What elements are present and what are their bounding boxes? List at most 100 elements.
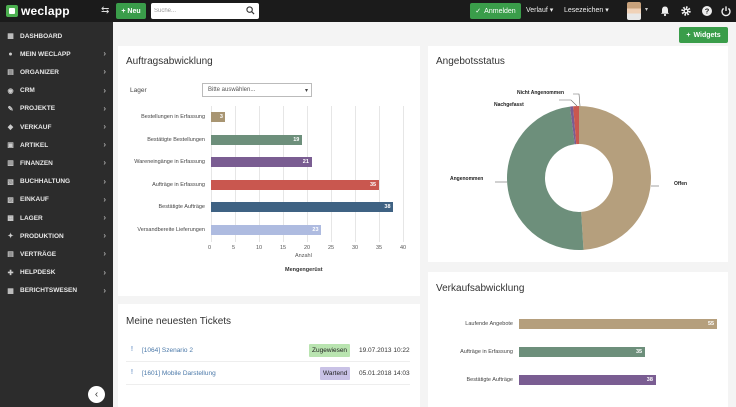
ticket-link[interactable]: [1601] Mobile Darstellung xyxy=(142,370,216,377)
category-label: Wareneingänge in Erfassung xyxy=(134,159,205,165)
chevron-down-icon: ▾ xyxy=(605,7,609,14)
x-tick-label: 40 xyxy=(400,245,407,251)
lager-label: Lager xyxy=(130,87,147,94)
gridline xyxy=(331,106,332,242)
logo-mark-icon xyxy=(6,5,18,17)
avatar[interactable] xyxy=(627,2,641,20)
ticket-link[interactable]: [1064] Szenario 2 xyxy=(142,347,193,354)
sidebar-item-crm[interactable]: ◉ CRM › xyxy=(0,83,113,99)
sidebar-item-label: LAGER xyxy=(20,214,43,222)
x-tick-label: 20 xyxy=(304,245,311,251)
add-widgets-button[interactable]: + Widgets xyxy=(679,27,728,43)
sidebar-item-produktion[interactable]: ✦ PRODUKTION › xyxy=(0,228,113,244)
sidebar-item-label: ARTIKEL xyxy=(20,141,49,149)
power-icon[interactable] xyxy=(720,5,732,17)
bar xyxy=(519,319,717,329)
gridline xyxy=(355,106,356,242)
gridline xyxy=(235,106,236,242)
svg-text:?: ? xyxy=(705,7,710,16)
sidebar-item-dashboard[interactable]: ▦ DASHBOARD xyxy=(0,28,113,44)
search-box xyxy=(151,3,259,19)
bar xyxy=(519,347,645,357)
sidebar: ▦ DASHBOARD ● MEIN WECLAPP › ▤ ORGANIZER › ◉ CRM ›… xyxy=(0,22,113,407)
tickets-title: Meine neuesten Tickets xyxy=(126,316,232,327)
gear-icon[interactable] xyxy=(680,5,692,17)
bar-value-label: 35 xyxy=(370,181,377,188)
crm-icon: ◉ xyxy=(7,87,14,95)
sidebar-item-label: MEIN WECLAPP xyxy=(20,50,71,58)
gridline xyxy=(403,106,404,242)
sidebar-item-artikel[interactable]: ▣ ARTIKEL › xyxy=(0,137,113,153)
sidebar-item-label: EINKAUF xyxy=(20,196,49,204)
helpdesk-icon: ✚ xyxy=(7,269,14,277)
x-axis-label: Anzahl xyxy=(295,253,312,259)
contract-icon: ▤ xyxy=(7,251,14,259)
search-input[interactable] xyxy=(154,5,242,17)
ticket-date: 19.07.2013 10:22 xyxy=(359,347,410,354)
sidebar-item-einkauf[interactable]: ▨ EINKAUF › xyxy=(0,192,113,208)
bar-value-label: 23 xyxy=(312,226,319,233)
lager-select[interactable]: Bitte auswählen... ▾ xyxy=(202,83,312,97)
top-bar: weclapp ⇆ + Neu ✓ Anmelden Verlauf ▾ Les… xyxy=(0,0,736,22)
chevron-right-icon: › xyxy=(103,267,106,277)
priority-icon: ! xyxy=(131,369,133,376)
search-icon[interactable] xyxy=(246,6,255,15)
check-icon: ✓ xyxy=(475,8,482,15)
sidebar-item-buchhaltung[interactable]: ▧ BUCHHALTUNG › xyxy=(0,174,113,190)
chevron-right-icon: › xyxy=(103,85,106,95)
ticket-row: ! [1601] Mobile Darstellung Wartend 05.01.2… xyxy=(126,363,410,385)
dashboard-icon: ▦ xyxy=(7,33,14,40)
chevron-right-icon: › xyxy=(103,176,106,186)
sidebar-toggle-icon[interactable]: ⇆ xyxy=(101,5,110,16)
sidebar-item-mein-weclapp[interactable]: ● MEIN WECLAPP › xyxy=(0,46,113,62)
sidebar-item-label: FINANZEN xyxy=(20,159,53,167)
sidebar-item-organizer[interactable]: ▤ ORGANIZER › xyxy=(0,64,113,80)
pie-slice-nicht-angenommen xyxy=(573,106,579,145)
gridline xyxy=(259,106,260,242)
bar xyxy=(211,179,379,190)
angebotsstatus-title: Angebotsstatus xyxy=(436,56,505,67)
bar xyxy=(211,157,312,167)
sidebar-item-helpdesk[interactable]: ✚ HELPDESK › xyxy=(0,265,113,281)
history-menu[interactable]: Verlauf ▾ xyxy=(526,6,553,14)
cart-icon: ▨ xyxy=(7,196,14,204)
history-menu-label: Verlauf xyxy=(526,7,548,14)
legend-label: Mengengerüst xyxy=(285,267,323,273)
category-label: Aufträge in Erfassung xyxy=(460,349,513,355)
pie-label: Nachgefasst xyxy=(494,102,524,108)
sidebar-item-verträge[interactable]: ▤ VERTRÄGE › xyxy=(0,246,113,262)
login-button[interactable]: ✓ Anmelden xyxy=(470,3,521,19)
widgets-button-label: Widgets xyxy=(693,31,721,39)
bookmarks-menu[interactable]: Lesezeichen ▾ xyxy=(564,6,609,14)
sidebar-item-lager[interactable]: ▩ LAGER › xyxy=(0,210,113,226)
category-label: Bestätigte Bestellungen xyxy=(147,136,205,143)
pie-label: Angenommen xyxy=(450,176,484,182)
chevron-right-icon: › xyxy=(103,49,106,59)
bar xyxy=(211,112,226,122)
sidebar-item-verkauf[interactable]: ◆ VERKAUF › xyxy=(0,119,113,135)
angebotsstatus-chart xyxy=(495,93,659,250)
new-button[interactable]: + Neu xyxy=(116,3,146,19)
weclapp-logo[interactable]: weclapp xyxy=(6,3,70,19)
category-label: Bestellungen in Erfassung xyxy=(141,114,205,120)
sidebar-collapse-icon[interactable]: ‹ xyxy=(88,386,105,403)
sidebar-item-finanzen[interactable]: ▥ FINANZEN › xyxy=(0,155,113,171)
sidebar-item-projekte[interactable]: ✎ PROJEKTE › xyxy=(0,101,113,117)
bell-icon[interactable] xyxy=(659,5,671,17)
x-tick-label: 10 xyxy=(256,245,263,251)
sidebar-item-berichtswesen[interactable]: ▦ BERICHTSWESEN › xyxy=(0,283,113,299)
sidebar-item-label: BERICHTSWESEN xyxy=(20,287,78,295)
sidebar-item-label: VERTRÄGE xyxy=(20,250,57,258)
bar-value-label: 21 xyxy=(302,159,309,165)
pie-leader-line xyxy=(573,93,581,107)
bar xyxy=(211,224,322,235)
gridline xyxy=(211,106,212,242)
sidebar-item-label: PROJEKTE xyxy=(20,105,56,113)
bar-value-label: 19 xyxy=(293,136,300,143)
avatar-chevron-down-icon[interactable]: ▾ xyxy=(645,7,649,13)
bar xyxy=(519,375,656,385)
bar-value-label: 55 xyxy=(708,321,715,327)
login-button-label: Anmelden xyxy=(484,7,516,15)
sidebar-item-label: DASHBOARD xyxy=(20,32,63,40)
help-icon[interactable]: ? xyxy=(701,5,713,17)
